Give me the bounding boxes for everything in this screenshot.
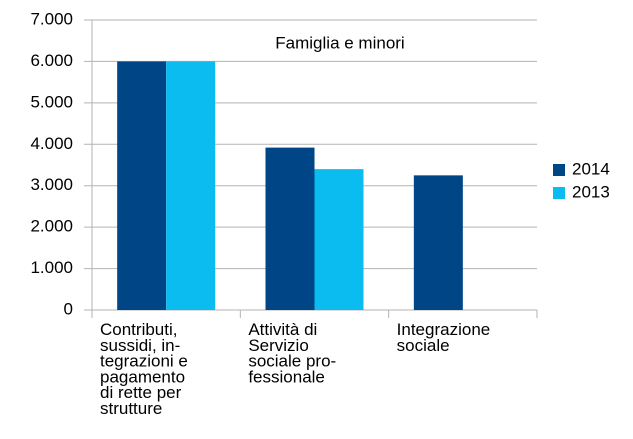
x-tick-label-line: strutture [100,399,162,418]
legend-label: 2014 [572,159,610,178]
bar [117,61,167,310]
x-tick-label-line: pagamento [100,368,185,387]
y-tick-label: 4.000 [30,134,73,153]
x-tick-label-line: Servizio [248,336,308,355]
bar [314,169,364,310]
x-tick-label-line: Contributi, [100,320,177,339]
x-tick-label-line: Integrazione [397,320,491,339]
x-tick-label: Contributi, sussidi, in-tegrazioni e pagam… [100,320,188,418]
bar [413,175,463,310]
y-tick-label: 1.000 [30,258,73,277]
x-tick-label-line: di rette per [100,384,182,403]
x-tick-label-line: sussidi, in- [100,336,180,355]
bar [265,147,315,310]
x-tick-label-line: tegrazioni e [100,352,188,371]
legend-label: 2013 [572,182,610,201]
x-tick-label-line: sociale pro- [248,352,336,371]
y-tick-label: 0 [64,299,73,318]
x-tick-label-line: fessionale [248,368,325,387]
x-tick-label-line: Attività di [248,320,317,339]
bar [166,61,216,310]
x-tick-label: Attività di Servizio sociale pro-fessional… [248,320,336,386]
y-tick-label: 6.000 [30,51,73,70]
y-tick-label: 7.000 [30,9,73,28]
chart-title: Famiglia e minori [275,33,404,52]
legend-swatch [553,187,565,199]
y-tick-label: 2.000 [30,217,73,236]
legend-swatch [553,164,565,176]
x-tick-label: Integrazione sociale [397,320,491,355]
y-tick-label: 5.000 [30,92,73,111]
y-tick-label: 3.000 [30,175,73,194]
x-tick-label-line: sociale [397,336,450,355]
